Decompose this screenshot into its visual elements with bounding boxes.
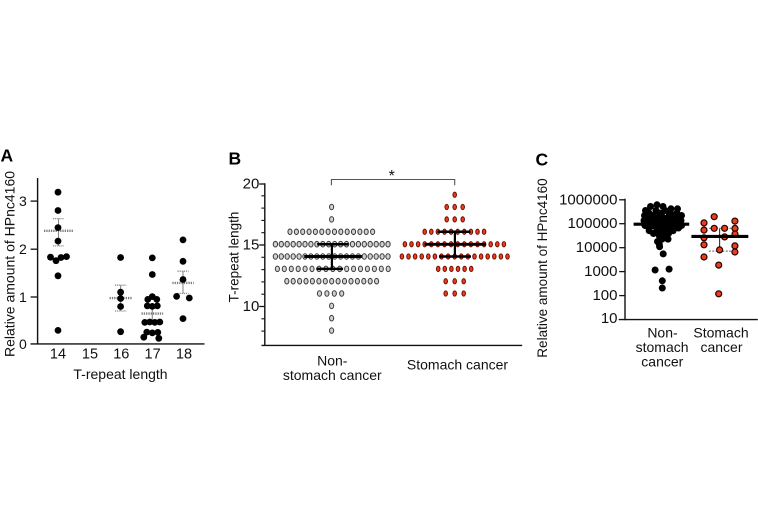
svg-text:100: 100 [592,287,617,304]
svg-text:100000: 100000 [567,215,617,232]
svg-text:Relative amount of HPnc4160: Relative amount of HPnc4160 [535,178,550,357]
svg-text:10: 10 [243,298,260,315]
svg-text:stomach cancer: stomach cancer [283,367,382,383]
svg-text:10000: 10000 [576,239,618,256]
svg-text:1000000: 1000000 [559,191,617,208]
svg-text:stomach: stomach [636,339,689,355]
svg-text:C: C [536,150,549,170]
svg-text:2: 2 [19,241,27,257]
svg-text:T-repeat length: T-repeat length [73,366,167,382]
svg-text:Non-: Non- [317,352,348,368]
svg-text:A: A [1,146,14,166]
svg-text:cancer: cancer [641,354,683,370]
svg-text:15: 15 [243,237,260,254]
svg-text:Stomach cancer: Stomach cancer [407,357,508,373]
svg-text:18: 18 [176,347,192,363]
svg-text:Relative amount of HPnc4160: Relative amount of HPnc4160 [1,171,17,357]
svg-text:Non-: Non- [647,325,678,341]
svg-text:20: 20 [243,176,260,193]
svg-text:16: 16 [113,347,129,363]
svg-text:1: 1 [19,289,27,305]
svg-text:3: 3 [19,193,27,209]
svg-text:10: 10 [601,310,618,327]
svg-text:17: 17 [145,347,161,363]
svg-text:cancer: cancer [700,339,742,355]
svg-text:T-repeat length: T-repeat length [226,212,241,303]
svg-text:1000: 1000 [584,263,617,280]
svg-text:*: * [389,168,395,185]
svg-text:B: B [229,149,242,169]
svg-text:0: 0 [19,336,27,352]
svg-text:14: 14 [50,347,66,363]
svg-text:Stomach: Stomach [693,325,748,341]
svg-text:15: 15 [82,347,98,363]
